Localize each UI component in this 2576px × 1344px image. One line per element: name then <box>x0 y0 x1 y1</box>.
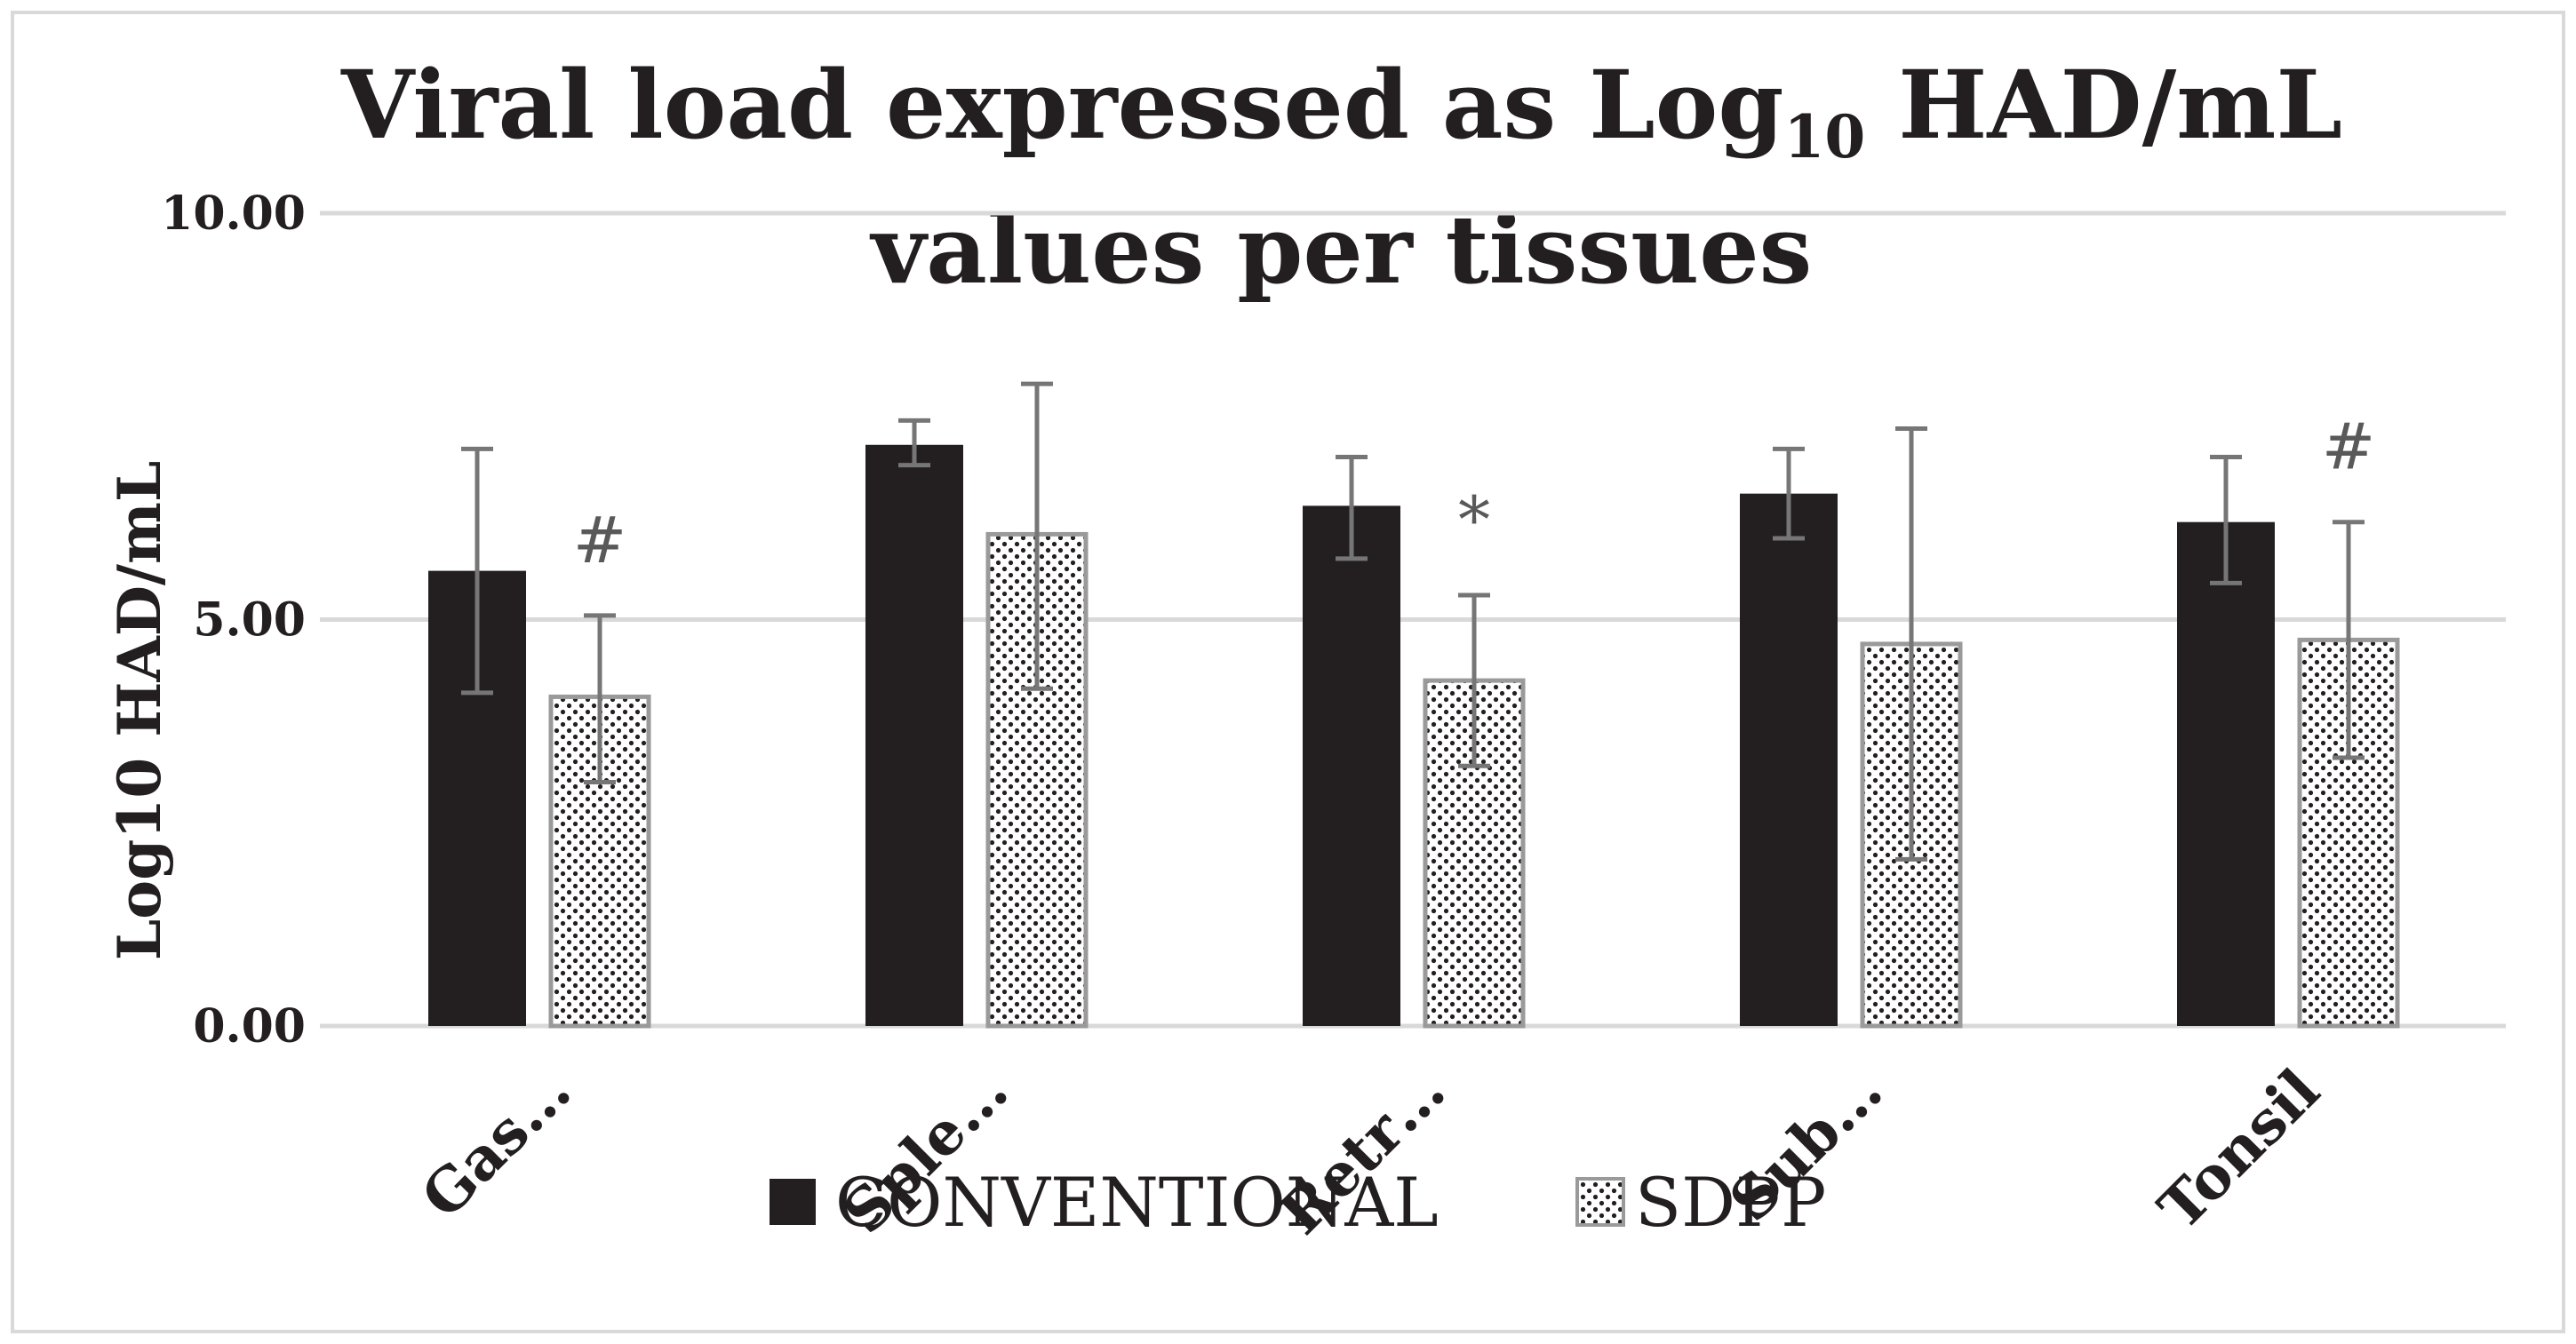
legend-label-sdpp: SDPP <box>1635 1163 1826 1242</box>
chart-title-subscript: 10 <box>1784 102 1866 171</box>
y-tick-label-1: 5.00 <box>193 593 306 648</box>
chart-title-line2: values per tissues <box>870 194 1813 305</box>
grid-layer <box>320 211 2506 1029</box>
y-tick-label-0: 0.00 <box>193 999 306 1054</box>
annotations: # * # <box>573 410 2375 577</box>
annotation-0: # <box>573 503 626 577</box>
bar-conventional-2 <box>1303 505 1400 1026</box>
y-tick-labels: 0.00 5.00 10.00 <box>161 187 306 1054</box>
annotation-2: # <box>2322 410 2375 484</box>
error-bars <box>461 381 2365 862</box>
bar-conventional-4 <box>2177 521 2275 1026</box>
bar-conventional-3 <box>1740 493 1838 1026</box>
legend-label-conventional: CONVENTIONAL <box>835 1163 1439 1242</box>
annotation-1: * <box>1458 482 1490 557</box>
legend: CONVENTIONAL SDPP <box>770 1163 1826 1242</box>
chart-title-main: Viral load expressed as Log <box>340 49 1784 160</box>
bar-conventional-1 <box>865 444 963 1026</box>
y-tick-label-2: 10.00 <box>161 187 306 241</box>
legend-swatch-conventional <box>770 1179 816 1225</box>
legend-swatch-sdpp <box>1575 1177 1625 1227</box>
chart-title: Viral load expressed as Log10 HAD/mL <box>340 49 2342 171</box>
chart-title-rest: HAD/mL <box>1865 49 2342 160</box>
y-axis-label: Log10 HAD/mL <box>105 461 174 961</box>
